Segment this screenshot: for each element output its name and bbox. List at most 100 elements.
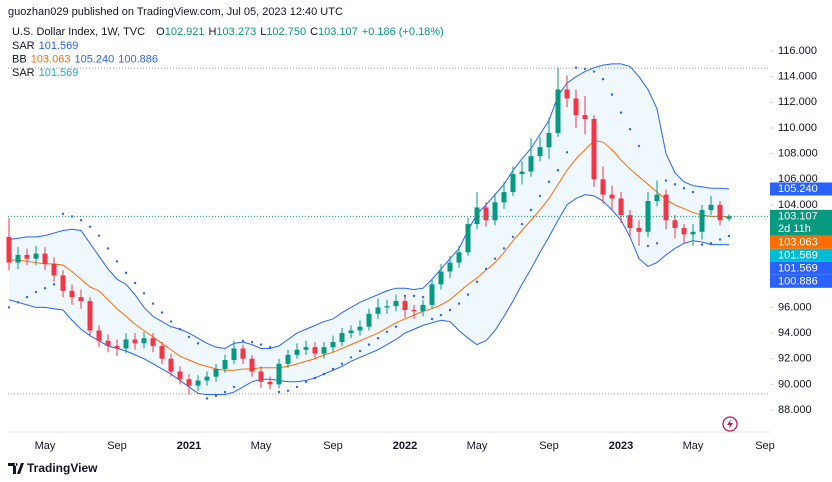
sar-dot	[88, 225, 92, 228]
sar-dot	[115, 260, 119, 263]
legend-key: H	[208, 26, 216, 38]
publish-header: guozhan029 published on TradingView.com,…	[8, 6, 343, 18]
candle-body	[699, 210, 705, 232]
candle-body	[141, 338, 147, 344]
bb-lower	[8, 194, 730, 396]
sar-dot	[295, 385, 299, 389]
sar-dot	[367, 343, 371, 346]
candle-body	[69, 290, 75, 298]
candle-body	[15, 254, 21, 263]
sar-dot	[709, 242, 713, 245]
candle-body	[294, 349, 300, 355]
x-tick-label: May	[35, 440, 56, 452]
candle-body	[222, 360, 228, 369]
candle-body	[555, 89, 561, 134]
candle-body	[330, 342, 336, 348]
candle-body	[42, 253, 48, 264]
sar-dot	[97, 234, 101, 237]
sar-dot	[520, 222, 524, 226]
indicator-name: BB	[12, 53, 27, 65]
y-tick-label: 116.000	[778, 45, 817, 57]
candle-body	[492, 202, 498, 221]
legend-key: L	[260, 26, 266, 38]
sar-dot	[286, 389, 290, 392]
indicator-legend: SAR 101.569	[12, 67, 78, 79]
candle-body	[276, 363, 282, 385]
sar-dot	[7, 306, 11, 309]
candle-body	[375, 307, 381, 314]
sar-dot	[358, 349, 362, 353]
candle-body	[303, 347, 309, 350]
legend-value: 102.921	[165, 26, 205, 38]
sar-dot	[268, 345, 272, 349]
candle-body	[429, 284, 435, 305]
sar-dot	[448, 308, 452, 312]
sar-dot	[664, 179, 668, 182]
sar-dot	[331, 367, 335, 371]
x-tick-label: May	[467, 440, 488, 452]
y-tick-label: 108.000	[778, 147, 818, 159]
price-badge	[770, 182, 832, 196]
candle-body	[582, 115, 588, 119]
sar-dot	[34, 290, 38, 294]
x-tick-label: 2021	[177, 440, 201, 452]
candle-body	[402, 301, 408, 310]
sar-dot	[196, 342, 200, 345]
x-tick-label: May	[251, 440, 272, 452]
alert-icon[interactable]	[722, 416, 738, 432]
y-tick-label: 94.000	[778, 327, 812, 339]
legend-key: O	[156, 26, 165, 38]
sar-dot	[349, 356, 353, 359]
sar-dot	[79, 219, 83, 222]
sar-dot	[43, 287, 47, 290]
candle-body	[627, 215, 633, 228]
candle-body	[519, 171, 525, 175]
symbol-legend: U.S. Dollar Index, 1W, TVC O102.921 H103.…	[12, 26, 444, 38]
sar-dot	[430, 317, 434, 321]
candle-body	[123, 339, 129, 349]
sar-dot	[655, 242, 659, 245]
sar-dot	[259, 343, 263, 346]
candle-body	[411, 310, 417, 312]
candle-body	[51, 263, 57, 276]
sar-dot	[421, 295, 425, 299]
candle-body	[384, 306, 390, 308]
candle-body	[483, 207, 489, 221]
candle-body	[132, 339, 138, 344]
sar-dot	[673, 183, 677, 186]
candle-body	[195, 380, 201, 386]
sar-dot	[250, 340, 254, 344]
sar-dot	[151, 302, 155, 305]
y-tick-label: 104.000	[778, 199, 818, 211]
x-tick-label: May	[683, 440, 704, 452]
sar-dot	[340, 362, 344, 366]
y-tick-label: 96.000	[778, 301, 812, 313]
y-tick-label: 112.000	[778, 96, 817, 108]
indicator-value: 103.063	[31, 53, 71, 65]
sar-dot	[718, 238, 722, 241]
candle-body	[447, 262, 453, 272]
sar-dot	[223, 390, 227, 394]
price-badge-label: 100.886	[778, 276, 818, 288]
sar-dot	[106, 247, 110, 250]
price-badge	[770, 235, 832, 249]
candle-body	[213, 368, 219, 377]
x-tick-label: 2023	[609, 440, 633, 452]
price-badge-sublabel: 2d 11h	[778, 223, 811, 235]
candle-body	[573, 98, 579, 116]
price-badge-label: 103.063	[778, 237, 818, 249]
candle-body	[204, 376, 210, 381]
logo-text: TradingView	[27, 461, 98, 475]
candle-body	[96, 330, 102, 341]
indicator-name: SAR	[12, 67, 35, 79]
sar-dot	[565, 151, 569, 154]
symbol-title: U.S. Dollar Index, 1W, TVC	[12, 26, 145, 38]
sar-dot	[214, 394, 218, 398]
candle-body	[465, 224, 471, 253]
candle-body	[564, 89, 570, 99]
candle-body	[33, 253, 39, 259]
candle-body	[240, 348, 246, 359]
sar-dot	[304, 380, 308, 383]
candle-body	[177, 371, 183, 380]
sar-dot	[439, 313, 443, 317]
